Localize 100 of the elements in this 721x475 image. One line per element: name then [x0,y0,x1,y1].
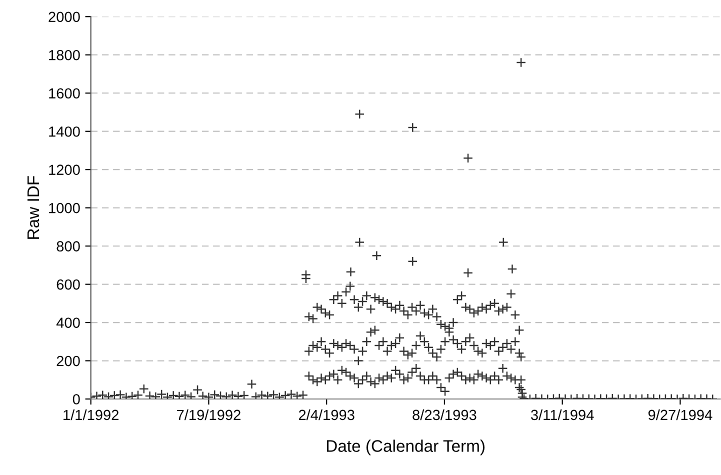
y-tick-label: 0 [72,394,80,404]
point [502,338,512,349]
point [473,346,484,356]
point [292,391,302,399]
point [477,302,488,312]
point [354,109,365,120]
point [436,344,446,354]
point [328,294,339,305]
point [408,256,418,266]
point [312,376,322,387]
point [477,371,488,382]
point [502,302,512,312]
point [415,371,426,382]
point [98,390,108,399]
point [127,391,138,399]
point [498,363,508,374]
point [402,310,413,320]
point [286,389,296,399]
point [498,237,508,248]
point [316,304,326,314]
point [308,314,318,324]
y-tick-label: 800 [56,241,80,252]
point [440,386,450,396]
point [366,304,376,314]
point [419,336,430,347]
point [390,365,401,376]
point [424,342,434,352]
point [308,374,318,385]
point [198,391,208,399]
point [456,371,467,382]
point [456,344,467,354]
point [378,336,388,347]
point [514,325,524,336]
point [180,390,190,399]
point [506,288,516,299]
point [464,372,475,383]
point [428,348,438,358]
point [246,379,257,390]
y-tick-label: 600 [56,279,80,290]
y-axis-title: Raw IDF [28,176,40,239]
point [440,336,450,347]
point [494,374,504,385]
point [411,340,422,350]
point [432,312,442,322]
point [502,371,512,382]
point [354,237,365,248]
point [394,369,405,380]
point [374,340,384,350]
point [312,302,322,312]
point [300,274,311,284]
point [304,371,314,382]
point [304,312,314,322]
point [362,336,372,347]
point [349,344,360,354]
point [336,298,347,308]
point [460,336,471,347]
x-tick-label: 7/19/1992 [177,409,240,420]
y-tick-label: 400 [56,318,80,328]
point [378,296,388,307]
point [386,372,396,383]
point [332,340,343,350]
point [345,340,356,350]
point [390,304,401,314]
x-axis-title: Date (Calendar Term) [326,440,485,456]
point [448,369,458,380]
point [481,372,492,383]
point [419,308,430,318]
x-tick-label: 9/27/1994 [648,409,712,420]
point [494,346,504,356]
y-tick-label: 1200 [49,164,80,176]
point [464,304,475,314]
point [366,376,376,387]
point [408,122,418,133]
point [411,363,422,374]
point [516,374,526,385]
point [239,390,250,399]
point [494,306,504,316]
y-tick-label: 1600 [49,88,80,99]
point [268,390,279,399]
point [481,304,492,314]
point [374,294,384,305]
point [498,304,508,314]
point [353,356,364,366]
point [432,352,442,362]
point [324,348,335,358]
point [382,371,392,382]
point [332,374,343,385]
point [452,367,462,378]
point [460,374,471,385]
y-tick-label: 1400 [49,126,80,137]
point [233,391,244,399]
point [366,327,376,338]
point [398,346,409,356]
point [507,264,518,274]
x-tick-label: 8/23/1993 [412,409,476,420]
point [174,391,184,399]
point [436,319,446,330]
point [316,372,326,383]
y-tick-label: 1800 [49,50,80,60]
point [452,338,462,349]
